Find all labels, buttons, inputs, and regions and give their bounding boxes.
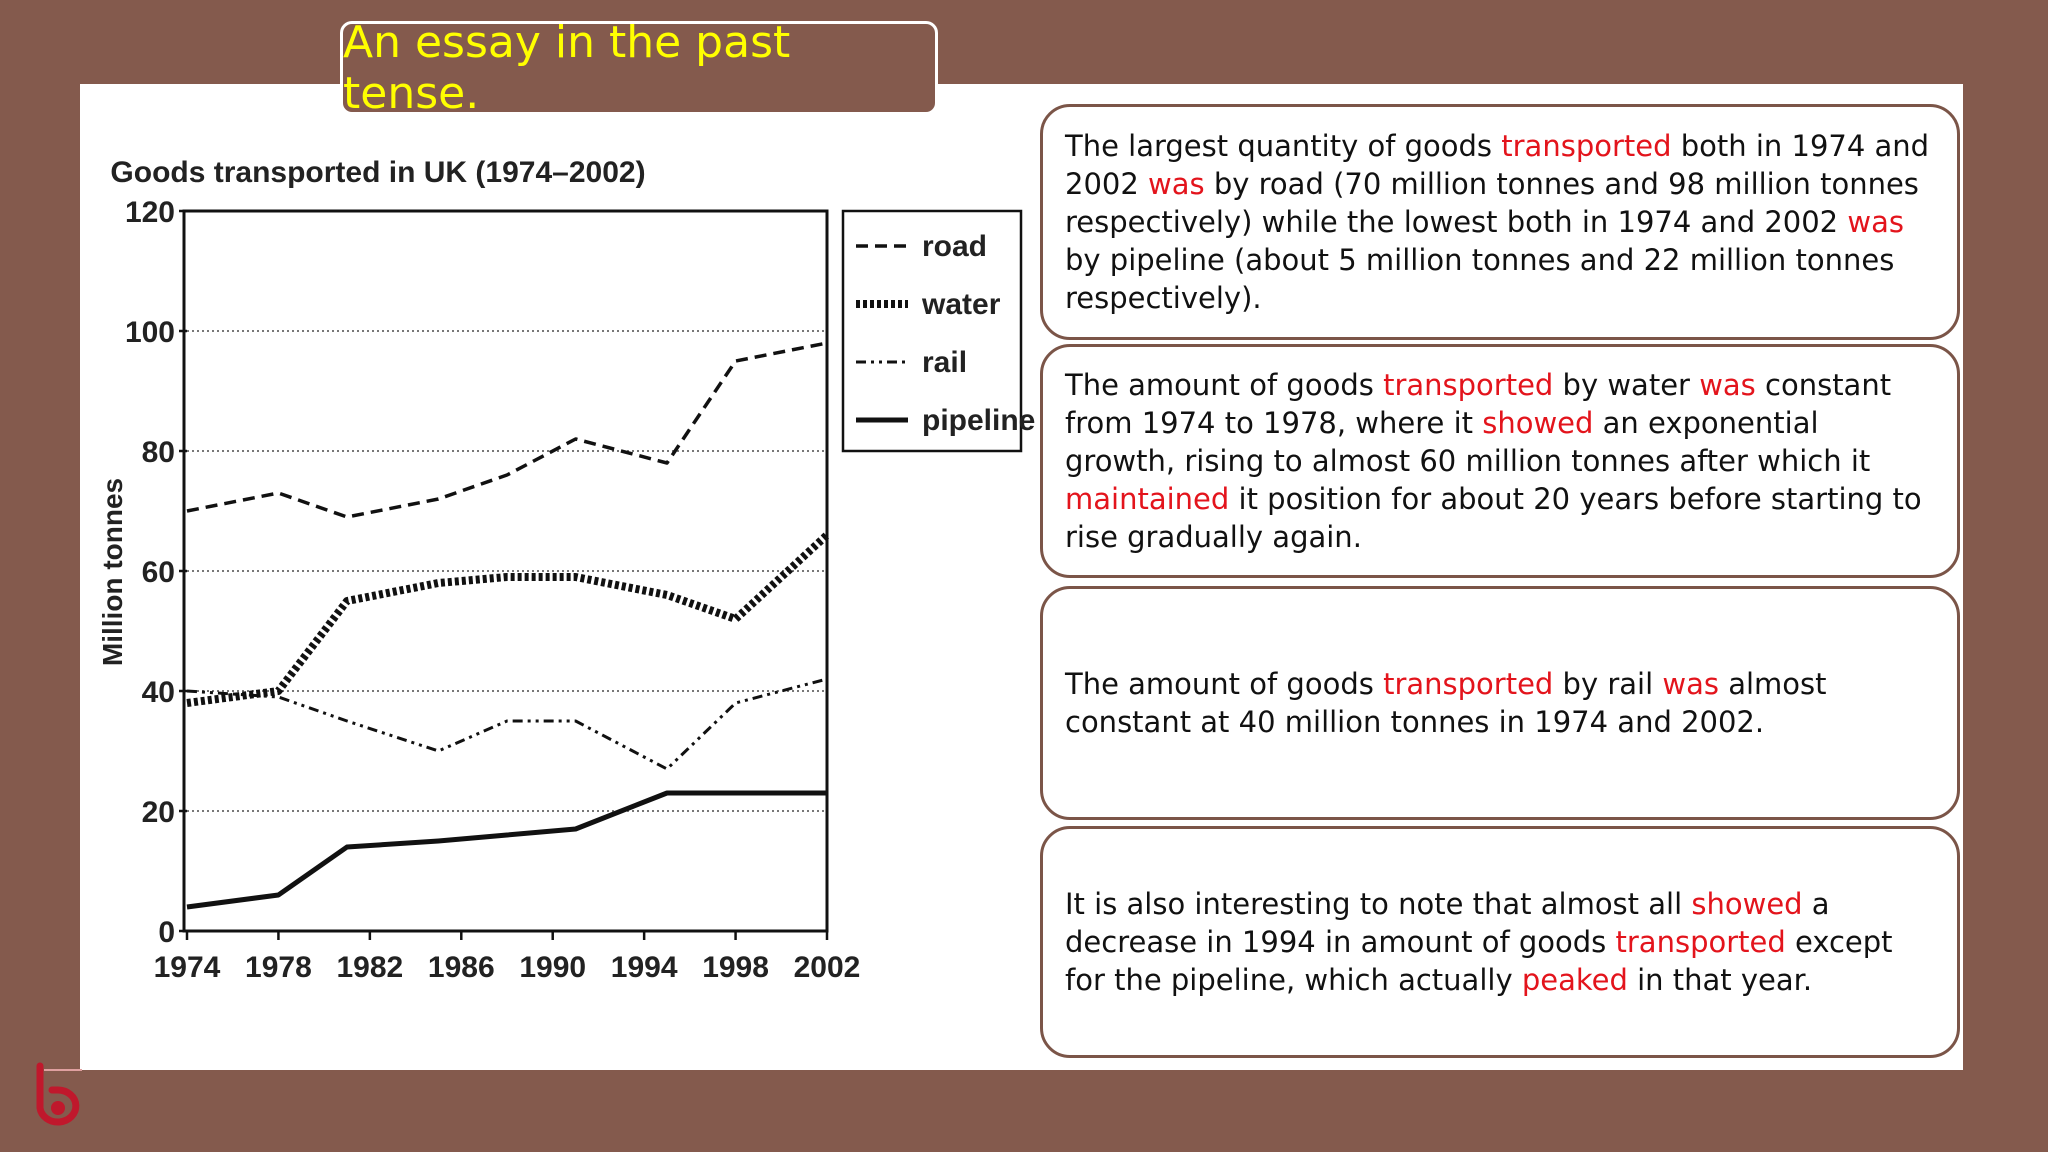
legend: road water rail pipeline [841, 209, 1035, 453]
essay-text: The largest quantity of goods transporte… [1065, 127, 1937, 317]
essay-paragraph-decrease: It is also interesting to note that almo… [1040, 826, 1960, 1058]
essay-text: The amount of goods transported by water… [1065, 366, 1937, 556]
brand-logo-icon [36, 1062, 82, 1126]
text-run: by rail [1553, 667, 1663, 701]
legend-frame [841, 209, 1023, 453]
essay-text: The amount of goods transported by rail … [1065, 665, 1937, 741]
legend-label-water: water [921, 288, 1001, 321]
y-axis-label: Million tonnes [97, 478, 128, 666]
chart-title: Goods transported in UK (1974–2002) [110, 156, 645, 189]
series-line-pipeline [186, 790, 827, 910]
text-run: almost constant at 40 million tonnes in … [1065, 667, 1827, 739]
text-run: an exponential growth, rising to almost … [1065, 406, 1871, 478]
highlighted-verb: transported [1383, 368, 1554, 402]
highlighted-verb: was [1847, 205, 1904, 239]
text-run: it position for about 20 years before st… [1065, 482, 1922, 554]
text-run: It is also interesting to note that almo… [1065, 887, 1692, 921]
y-tick-label: 60 [142, 556, 175, 589]
text-run: The largest quantity of goods [1065, 129, 1502, 163]
series-line-rail [186, 677, 828, 771]
text-run: a decrease in 1994 in amount of goods [1065, 887, 1830, 959]
x-tick-label: 1974 [154, 951, 221, 984]
highlighted-verb: transported [1615, 925, 1786, 959]
highlighted-verb: showed [1482, 406, 1594, 440]
y-tick-label: 120 [125, 196, 175, 229]
x-tick-label: 1990 [519, 951, 586, 984]
essay-text: It is also interesting to note that almo… [1065, 885, 1937, 999]
highlighted-verb: was [1699, 368, 1756, 402]
series-line-water [186, 532, 830, 707]
x-tick-label: 1982 [336, 951, 403, 984]
y-tick-label: 100 [125, 316, 175, 349]
essay-paragraph-road-pipeline: The largest quantity of goods transporte… [1040, 104, 1960, 340]
series-line-road [186, 341, 828, 519]
text-run: in that year. [1627, 963, 1813, 997]
x-tick-label: 2002 [794, 951, 861, 984]
highlighted-verb: was [1662, 667, 1719, 701]
legend-label-pipeline: pipeline [922, 404, 1035, 437]
text-run: by water [1553, 368, 1700, 402]
slide-title: An essay in the past tense. [340, 17, 938, 119]
highlighted-verb: showed [1691, 887, 1803, 921]
x-tick-label: 1994 [611, 951, 678, 984]
text-run: constant from 1974 to 1978, where it [1065, 368, 1892, 440]
y-tick-label: 40 [142, 676, 175, 709]
text-run: The amount of goods [1065, 667, 1384, 701]
highlighted-verb: maintained [1065, 482, 1230, 516]
essay-paragraph-rail: The amount of goods transported by rail … [1040, 586, 1960, 820]
x-tick-label: 1978 [245, 951, 312, 984]
legend-label-road: road [922, 230, 987, 263]
text-run: both in 1974 and 2002 [1065, 129, 1930, 201]
text-run: The amount of goods [1065, 368, 1384, 402]
y-tick-label: 0 [158, 916, 175, 949]
highlighted-verb: was [1148, 167, 1205, 201]
y-tick-label: 20 [142, 796, 175, 829]
x-tick-label: 1998 [702, 951, 769, 984]
essay-paragraph-water: The amount of goods transported by water… [1040, 344, 1960, 578]
text-run: by pipeline (about 5 million tonnes and … [1065, 243, 1895, 315]
x-tick-label: 1986 [428, 951, 495, 984]
line-chart: Goods transported in UK (1974–2002) Mill… [97, 156, 1035, 984]
legend-label-rail: rail [922, 346, 967, 379]
text-run: except for the pipeline, which actually [1065, 925, 1893, 997]
highlighted-verb: peaked [1521, 963, 1628, 997]
highlighted-verb: transported [1383, 667, 1554, 701]
text-run: by road (70 million tonnes and 98 millio… [1065, 167, 1919, 239]
plot-frame [182, 209, 829, 933]
highlighted-verb: transported [1501, 129, 1672, 163]
y-tick-label: 80 [142, 436, 175, 469]
